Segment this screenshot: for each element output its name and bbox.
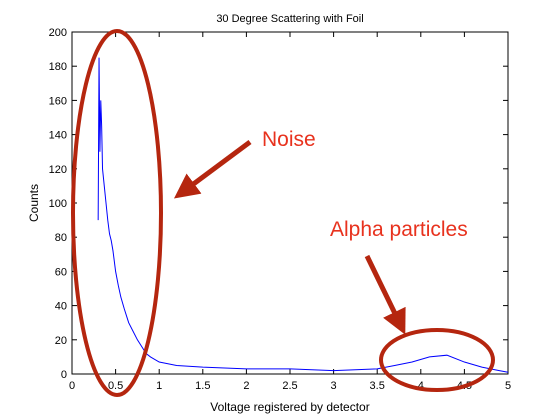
y-tick-label: 100 — [49, 198, 67, 210]
x-tick-label: 1 — [156, 380, 162, 392]
alpha-highlight-ellipse — [379, 328, 495, 392]
x-tick-label: 5 — [505, 380, 511, 392]
y-tick-label: 140 — [49, 130, 67, 142]
x-tick-label: 2 — [243, 380, 249, 392]
x-axis-ticks: 0 0.5 1 1.5 2 2.5 3 3.5 4 4.5 5 — [69, 32, 511, 392]
x-tick-label: 1.5 — [195, 380, 210, 392]
plot-area — [71, 31, 509, 375]
series-line — [97, 57, 509, 373]
y-tick-label: 80 — [55, 232, 67, 244]
noise-arrow — [173, 139, 252, 199]
alpha-annotation: Alpha particles — [330, 218, 468, 241]
x-tick-label: 0 — [69, 380, 75, 392]
y-tick-label: 40 — [55, 301, 67, 313]
y-tick-label: 160 — [49, 95, 67, 107]
noise-highlight-ellipse — [71, 29, 163, 397]
y-tick-label: 20 — [55, 335, 67, 347]
y-axis-ticks: 0 20 40 60 80 100 120 140 160 180 200 — [49, 27, 508, 381]
y-tick-label: 120 — [49, 164, 67, 176]
x-tick-label: 3.5 — [370, 380, 385, 392]
y-tick-label: 200 — [49, 27, 67, 39]
noise-annotation: Noise — [262, 128, 316, 151]
y-tick-label: 60 — [55, 266, 67, 278]
x-tick-label: 3 — [331, 380, 337, 392]
y-axis-label: Counts — [27, 184, 41, 222]
y-tick-label: 180 — [49, 61, 67, 73]
x-tick-label: 2.5 — [282, 380, 297, 392]
x-tick-label: 4 — [418, 380, 424, 392]
chart-title: 30 Degree Scattering with Foil — [216, 13, 363, 25]
x-tick-label: 0.5 — [108, 380, 123, 392]
data-series — [97, 57, 509, 373]
x-axis-label: Voltage registered by detector — [210, 400, 369, 414]
y-tick-label: 0 — [61, 369, 67, 381]
alpha-arrow — [364, 254, 406, 335]
